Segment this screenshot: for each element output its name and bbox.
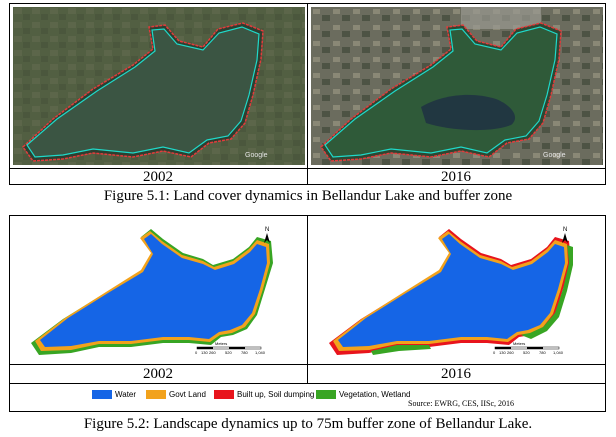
scale-tick: 1,040 xyxy=(255,350,266,355)
scale-tick: 780 xyxy=(241,350,248,355)
year-label-2016: 2016 xyxy=(441,366,471,382)
legend-label: Built up, Soil dumping xyxy=(237,390,315,399)
vegetation-patch xyxy=(371,345,431,355)
landscape-map-2002: N Meters 0 130 260 520 780 1,040 xyxy=(13,219,305,362)
vegetation-patch xyxy=(521,245,573,339)
year-label-2016: 2016 xyxy=(441,169,471,185)
legend-label: Water xyxy=(115,390,137,399)
year-label-2002: 2002 xyxy=(143,366,173,382)
legend-item-water: Water xyxy=(92,390,136,399)
north-arrow-icon xyxy=(562,233,568,243)
legend-swatch xyxy=(214,390,234,399)
satellite-image-2016: Google xyxy=(311,7,603,165)
source-note: Source: EWRG, CES, IISc, 2016 xyxy=(408,399,514,408)
satellite-image-2002: Google xyxy=(13,7,305,165)
scale-tick: 520 xyxy=(523,350,530,355)
scale-tick: 0 xyxy=(195,350,198,355)
scale-tick: 520 xyxy=(225,350,232,355)
map-legend: Water Govt Land Built up, Soil dumping V… xyxy=(10,384,605,411)
scale-tick: 780 xyxy=(539,350,546,355)
scale-tick: 260 xyxy=(209,350,216,355)
scale-tick: 0 xyxy=(493,350,496,355)
scale-tick: 260 xyxy=(507,350,514,355)
year-label-2002: 2002 xyxy=(143,169,173,185)
legend-swatch xyxy=(316,390,336,399)
scale-unit: Meters xyxy=(513,341,525,346)
scale-tick: 130 xyxy=(201,350,208,355)
legend-item-govt-land: Govt Land xyxy=(146,390,206,399)
water-body xyxy=(338,234,565,347)
scale-tick: 130 xyxy=(499,350,506,355)
scale-tick: 1,040 xyxy=(553,350,564,355)
google-watermark: Google xyxy=(245,152,268,159)
table-divider xyxy=(307,364,308,383)
google-watermark: Google xyxy=(543,152,566,159)
figure-5-1-table: Google Google 2002 2016 xyxy=(9,3,606,185)
figure-5-2-table: N Meters 0 130 260 520 780 1,040 N Meter… xyxy=(9,215,606,412)
legend-label: Vegetation, Wetland xyxy=(339,390,411,399)
table-divider xyxy=(10,168,605,169)
water-body xyxy=(40,234,267,347)
north-label: N xyxy=(265,227,269,233)
legend-item-vegetation: Vegetation, Wetland xyxy=(316,390,410,399)
legend-swatch xyxy=(92,390,112,399)
figure-5-1-caption: Figure 5.1: Land cover dynamics in Bella… xyxy=(103,188,513,204)
table-divider xyxy=(307,216,308,364)
north-label: N xyxy=(563,227,567,233)
landscape-map-2016: N Meters 0 130 260 520 780 1,040 xyxy=(311,219,603,362)
scale-unit: Meters xyxy=(215,341,227,346)
north-arrow-icon xyxy=(264,233,270,243)
legend-item-built-up: Built up, Soil dumping xyxy=(214,390,314,399)
table-divider xyxy=(10,383,605,384)
legend-swatch xyxy=(146,390,166,399)
table-divider xyxy=(307,4,308,184)
lake-outline xyxy=(26,26,260,158)
legend-label: Govt Land xyxy=(169,390,206,399)
open-water xyxy=(421,94,516,131)
figure-5-2-caption: Figure 5.2: Landscape dynamics up to 75m… xyxy=(83,416,533,432)
